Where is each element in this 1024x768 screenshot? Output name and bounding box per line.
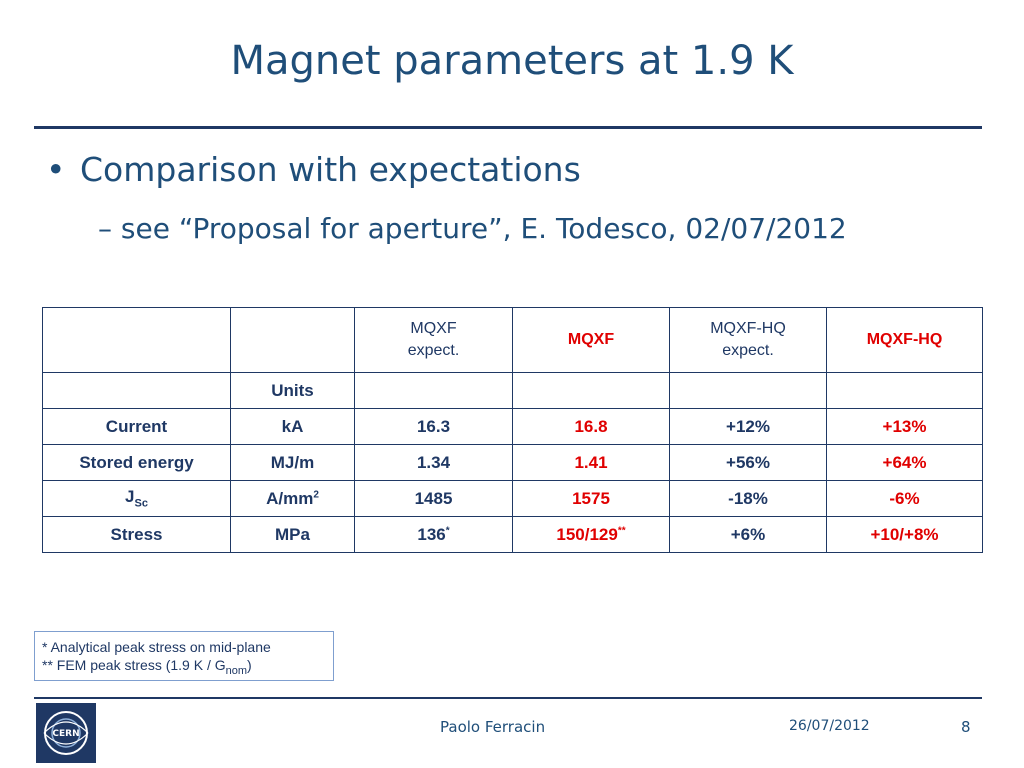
cell-hq-expect: -18% <box>669 480 827 517</box>
footer-page-number: 8 <box>961 718 971 736</box>
footnote-line2: ** FEM peak stress (1.9 K / Gnom) <box>42 656 333 680</box>
magnet-parameters-table: MQXF expect. MQXF MQXF-HQ expect. MQXF-H… <box>42 307 983 553</box>
cell-hq: +10/+8% <box>826 516 983 553</box>
header-mqxf-hq: MQXF-HQ <box>826 307 983 373</box>
cell-hq-expect: +6% <box>669 516 827 553</box>
header-mqxf-hq-expect-line2: expect. <box>722 342 774 359</box>
cell-mqxf: 16.8 <box>512 408 670 445</box>
footnote-line2-close: ) <box>247 657 252 673</box>
footnote-line2-subscript: nom <box>225 664 248 677</box>
header-mqxf-hq-expect-line1: MQXF-HQ <box>710 320 786 337</box>
units-empty-cell <box>512 372 670 409</box>
bullet-comparison: • Comparison with expectations <box>46 150 581 189</box>
footnote-box: * Analytical peak stress on mid-plane **… <box>34 631 334 681</box>
header-mqxf-expect-line2: expect. <box>407 342 460 359</box>
cern-logo-text: CERN <box>52 729 79 739</box>
header-mqxf-hq-expect: MQXF-HQ expect. <box>669 307 827 373</box>
footer-divider <box>34 697 982 699</box>
table-header-row: MQXF expect. MQXF MQXF-HQ expect. MQXF-H… <box>42 307 983 373</box>
cell-mqxf-expect: 1.34 <box>354 444 513 481</box>
cell-hq-expect: +56% <box>669 444 827 481</box>
header-mqxf-expect-line1: MQXF <box>410 320 457 337</box>
row-label-subscript: Sc <box>134 497 148 510</box>
row-label: JSc <box>42 480 231 517</box>
table-row-current: Current kA 16.3 16.8 +12% +13% <box>42 408 983 445</box>
table-row-jsc: JSc A/mm2 1485 1575 -18% -6% <box>42 480 983 517</box>
row-label: Current <box>42 408 231 445</box>
cell-mqxf: 1.41 <box>512 444 670 481</box>
cell-hq: +13% <box>826 408 983 445</box>
footer-author: Paolo Ferracin <box>440 718 546 736</box>
cell-mqxf: 150/129** <box>512 516 670 553</box>
footnote-line1: * Analytical peak stress on mid-plane <box>42 639 271 655</box>
bullet-comparison-text: Comparison with expectations <box>80 150 581 189</box>
table-units-row: Units <box>42 372 983 409</box>
bullet-marker: • <box>46 150 66 189</box>
row-label-main: J <box>125 487 135 507</box>
units-empty-cell <box>669 372 827 409</box>
cell-mqxf-expect: 16.3 <box>354 408 513 445</box>
row-unit-main: A/mm <box>266 488 314 508</box>
table-row-stress: Stress MPa 136* 150/129** +6% +10/+8% <box>42 516 983 553</box>
cell-hq: +64% <box>826 444 983 481</box>
header-mqxf-expect: MQXF expect. <box>354 307 513 373</box>
row-label: Stress <box>42 516 231 553</box>
row-unit: A/mm2 <box>230 480 355 517</box>
header-empty-cell <box>42 307 231 373</box>
units-empty-cell <box>42 372 231 409</box>
units-empty-cell <box>354 372 513 409</box>
row-label: Stored energy <box>42 444 231 481</box>
footer-date: 26/07/2012 <box>789 718 870 734</box>
cell-mqxf-value: 150/129 <box>556 524 618 544</box>
cell-mqxf-expect-value: 136 <box>417 524 446 544</box>
footnote-marker: * <box>445 524 450 536</box>
header-mqxf: MQXF <box>512 307 670 373</box>
row-unit: MPa <box>230 516 355 553</box>
header-empty-cell <box>230 307 355 373</box>
cern-logo-icon: CERN <box>36 703 96 763</box>
cern-logo: CERN <box>36 703 96 763</box>
row-unit: MJ/m <box>230 444 355 481</box>
units-empty-cell <box>826 372 983 409</box>
table-row-stored-energy: Stored energy MJ/m 1.34 1.41 +56% +64% <box>42 444 983 481</box>
title-divider <box>34 126 982 129</box>
cell-mqxf: 1575 <box>512 480 670 517</box>
slide-title: Magnet parameters at 1.9 K <box>230 38 794 84</box>
sub-bullet-reference: – see “Proposal for aperture”, E. Todesc… <box>98 212 847 245</box>
units-label: Units <box>230 372 355 409</box>
cell-mqxf-expect: 1485 <box>354 480 513 517</box>
footnote-marker: ** <box>617 524 626 536</box>
cell-hq-expect: +12% <box>669 408 827 445</box>
cell-hq: -6% <box>826 480 983 517</box>
cell-mqxf-expect: 136* <box>354 516 513 553</box>
row-unit: kA <box>230 408 355 445</box>
row-unit-superscript: 2 <box>313 488 319 500</box>
footnote-line2-text: ** FEM peak stress (1.9 K / G <box>42 657 226 673</box>
